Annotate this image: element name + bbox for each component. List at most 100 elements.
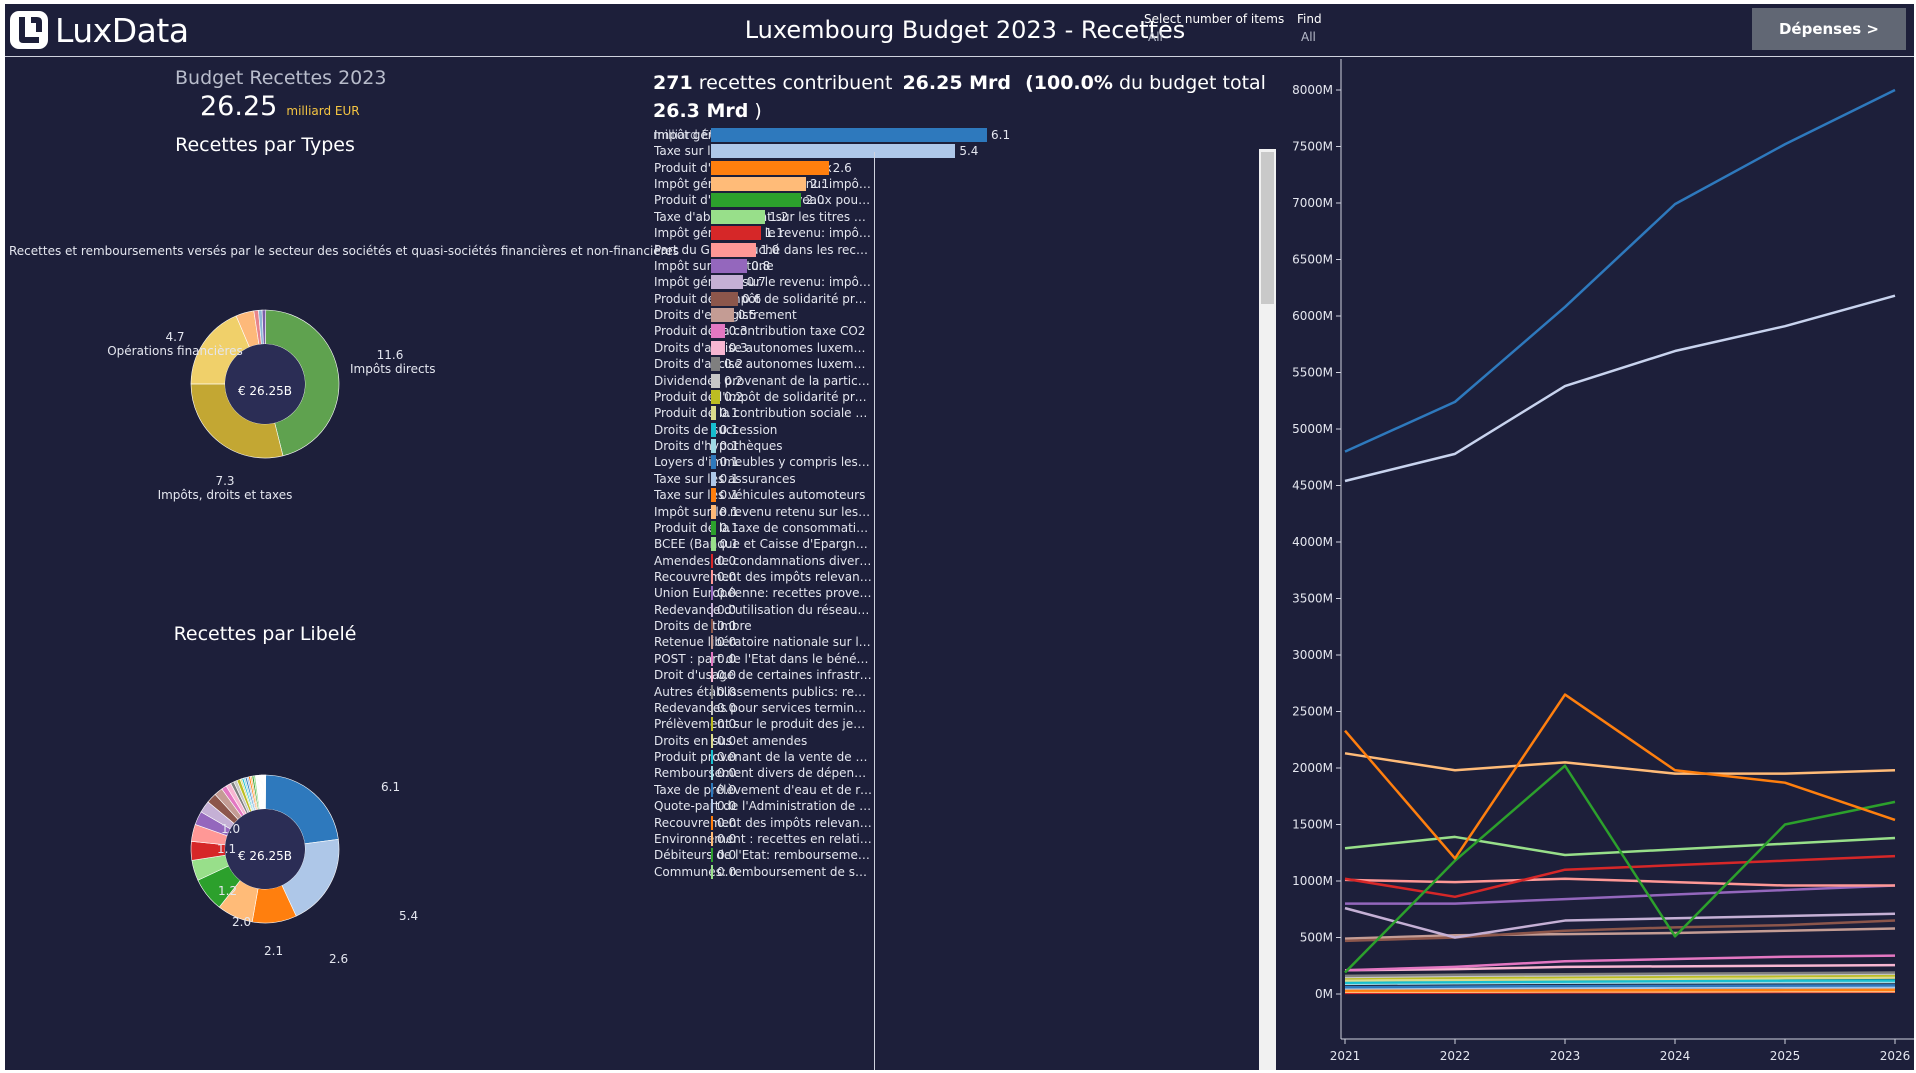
bar[interactable] [711,651,713,666]
bar-label[interactable]: Droits d'accise autonomes luxembou.. [654,357,872,372]
bar[interactable] [711,553,713,568]
bar-label[interactable]: Impôt général sur le revenu: impôt su.. [654,226,872,241]
filter-find[interactable]: Find All [1297,12,1322,44]
bar[interactable] [711,635,713,650]
bar[interactable] [711,340,725,355]
bar-label[interactable]: Produit de la contribution sociale pré.. [654,406,872,421]
bar[interactable] [711,766,713,781]
series-line[interactable] [1344,954,1896,972]
libele-donut-slice[interactable] [264,774,267,810]
filter-items-value[interactable]: All [1148,30,1163,44]
bar-label[interactable]: Redevance d'utilisation du réseau fer.. [654,602,872,617]
bar[interactable] [711,177,807,192]
bar[interactable] [711,504,716,519]
bar-label[interactable]: Produit de l'impôt de solidarité préle.. [654,389,872,404]
bar-label[interactable]: Remboursement divers de dépenses .. [654,766,872,781]
series-line[interactable] [1344,906,1896,939]
bar[interactable] [711,455,716,470]
depenses-button[interactable]: Dépenses > [1752,8,1906,50]
bar-label[interactable]: Taxe de prélèvement d'eau et de reje.. [654,782,872,797]
bar-label[interactable]: Droit d'usage de certaines infrastruc.. [654,668,872,683]
bar-label[interactable]: Environnement : recettes en relation .. [654,831,872,846]
bar-label[interactable]: Produit de l'impôt de solidarité préle.. [654,291,872,306]
bar[interactable] [711,520,716,535]
bar-label[interactable]: BCEE (Banque et Caisse d'Epargne de.. [654,537,872,552]
bar-label[interactable]: Redevances pour services terminaux .. [654,700,872,715]
series-line[interactable] [1344,764,1896,974]
bar-label[interactable]: Droits d'hypothèques [654,439,783,454]
bar[interactable] [711,619,713,634]
bar-label[interactable]: POST : part de l'Etat dans le bénéfice [654,651,872,666]
bar[interactable] [711,128,987,142]
libele-donut-chart[interactable] [189,773,341,925]
bar-label[interactable]: Recouvrement des impôts relevant d.. [654,815,872,830]
series-line[interactable] [1344,877,1895,887]
types-donut-chart[interactable] [189,308,341,460]
bar[interactable] [711,831,713,846]
series-line[interactable] [1344,693,1896,860]
series-line[interactable] [1344,919,1896,943]
bar-label[interactable]: Droits de succession [654,422,778,437]
bar-label[interactable]: Loyers d'immeubles y compris les cha.. [654,455,872,470]
bar[interactable] [711,144,956,159]
bar-label[interactable]: Autres établissements publics: remb.. [654,684,872,699]
bar-label[interactable]: Impôt sur le revenu retenu sur les tan.. [654,504,872,519]
bar[interactable] [711,357,721,372]
bar[interactable] [711,258,748,273]
series-line[interactable] [1344,971,1896,978]
bar-label[interactable]: Produit de la contribution taxe CO2 [654,324,866,339]
bar[interactable] [711,717,713,732]
series-line[interactable] [1344,974,1896,980]
series-line[interactable] [1345,988,1896,992]
bar[interactable] [711,848,713,863]
bar-label[interactable]: Prélèvement sur le produit des jeux d.. [654,717,872,732]
bar[interactable] [711,389,721,404]
bar[interactable] [711,799,713,814]
bar[interactable] [711,602,713,617]
series-line[interactable] [1344,963,1896,972]
bar[interactable] [711,209,766,224]
bar[interactable] [711,684,713,699]
bar[interactable] [711,471,716,486]
bar[interactable] [711,569,713,584]
bar[interactable] [711,668,713,683]
bar-label[interactable]: Droits en sus et amendes [654,733,808,748]
bar-label[interactable]: Dividendes provenant de la participa.. [654,373,872,388]
series-line[interactable] [1345,884,1896,905]
bar-label[interactable]: Recouvrement des impôts relevant d.. [654,569,872,584]
bar-label[interactable]: Droits d'enregistrement [654,308,797,323]
bar[interactable] [711,439,716,454]
bar[interactable] [711,308,734,323]
bar[interactable] [711,864,713,879]
bar-label[interactable]: Débiteurs de l'Etat: remboursement .. [654,848,872,863]
bar-label[interactable]: Taxe sur les véhicules automoteurs [654,488,866,503]
trend-line-chart[interactable]: 0M 500M 1000M 1500M 2000M 2500M 3000M 3500M 4000… [1275,59,1914,1070]
bar[interactable] [711,193,802,208]
series-line[interactable] [1344,927,1896,940]
bar[interactable] [711,226,761,241]
bar[interactable] [711,782,713,797]
bar-label[interactable]: Taxe sur les assurances [654,471,796,486]
bar-label[interactable]: Droits d'accise autonomes luxembou.. [654,340,872,355]
logo[interactable]: LuxData [9,7,189,53]
bar[interactable] [711,488,716,503]
bar[interactable] [711,242,757,257]
bar-label[interactable]: Retenue libératoire nationale sur les .. [654,635,872,650]
bars-scrollbar[interactable] [1259,149,1276,1070]
bar-label[interactable]: Produit provenant de la vente de droi.. [654,750,872,765]
bar-label[interactable]: Produit de la taxe de consommation s.. [654,520,872,535]
bars-scrollbar-thumb[interactable] [1261,152,1274,304]
bar[interactable] [711,733,713,748]
bar[interactable] [711,422,716,437]
filter-find-value[interactable]: All [1301,30,1316,44]
bar[interactable] [711,586,713,601]
bar[interactable] [711,291,739,306]
series-line[interactable] [1344,985,1896,990]
bar-label[interactable]: Droits de timbre [654,619,752,634]
bar-label[interactable]: Quote-part de l'Administration de la .. [654,799,872,814]
bar-label[interactable]: Amendes de condamnations diverses.. [654,553,872,568]
bar-label[interactable]: Communes: remboursement de salair.. [654,864,872,879]
bar-label[interactable]: Union Européenne: recettes provena.. [654,586,872,601]
series-line[interactable] [1344,294,1896,483]
bar[interactable] [711,324,725,339]
